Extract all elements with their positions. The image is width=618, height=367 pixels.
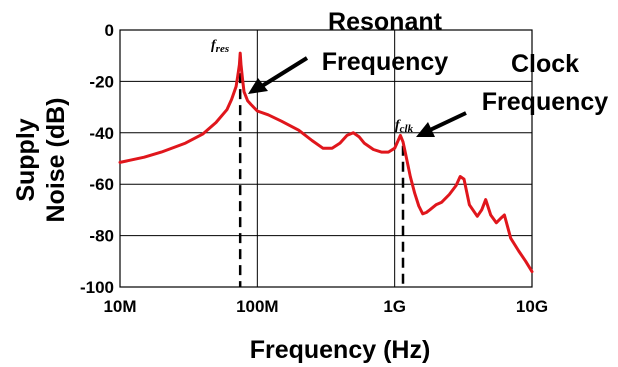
plot-area: [118, 29, 534, 288]
resonant-title-line-2: Frequency: [322, 48, 449, 76]
x-tick-labels: 10M 100M 1G 10G: [103, 297, 548, 316]
grid-vertical: [256, 30, 396, 287]
fres-subscript: res: [216, 43, 229, 55]
resonant-title-line-1: Resonant: [328, 8, 443, 36]
fclk-symbol: f: [395, 118, 401, 133]
fres-label: fres: [211, 38, 229, 55]
x-tick-label-2: 1G: [383, 297, 406, 316]
resonant-annotation: fres Resonant Frequency: [211, 8, 448, 94]
y-tick-label-0: 0: [105, 21, 114, 40]
y-tick-label-3: -60: [89, 175, 114, 194]
clock-annotation: fclk Clock Frequency: [395, 50, 608, 137]
y-tick-label-1: -20: [89, 72, 114, 91]
clock-title-line-2: Frequency: [482, 88, 609, 116]
x-tick-label-3: 10G: [516, 297, 548, 316]
y-axis-title-line-2: Noise (dB): [42, 98, 70, 223]
clock-arrow-head: [416, 122, 435, 137]
y-tick-label-4: -80: [89, 227, 114, 246]
supply-noise-line: [118, 51, 534, 274]
resonant-arrow-shaft: [260, 56, 309, 88]
x-tick-label-1: 100M: [236, 297, 279, 316]
fclk-label: fclk: [395, 118, 414, 135]
y-tick-labels: 0 -20 -40 -60 -80 -100: [80, 21, 114, 297]
x-axis-title: Frequency (Hz): [250, 336, 431, 364]
x-tick-label-0: 10M: [103, 297, 136, 316]
clock-arrow-shaft: [429, 111, 467, 132]
clock-title-line-1: Clock: [511, 50, 579, 78]
y-tick-label-2: -40: [89, 124, 114, 143]
y-axis-title-line-1: Supply: [12, 118, 40, 201]
fres-symbol: f: [211, 38, 217, 53]
y-tick-label-5: -100: [80, 278, 114, 297]
marker-dashed-lines: [238, 57, 405, 287]
fclk-subscript: clk: [400, 123, 414, 135]
grid-horizontal: [120, 80, 532, 237]
plot-frame: [119, 29, 533, 288]
resonant-arrow-head: [248, 78, 268, 94]
